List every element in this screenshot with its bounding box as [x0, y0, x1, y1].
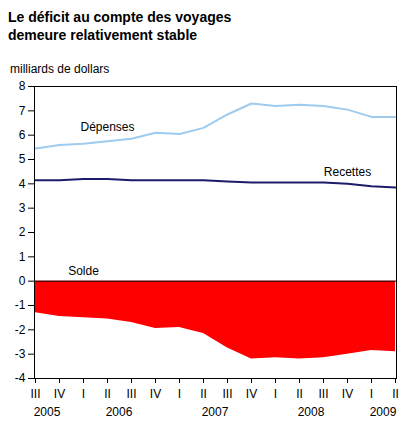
- html-text:milliards de dollars: milliards de dollars: [10, 62, 110, 76]
- svg-text:I: I: [370, 387, 373, 401]
- svg-text:Solde: Solde: [68, 264, 99, 278]
- svg-text:2: 2: [19, 225, 26, 239]
- svg-text:-3: -3: [15, 347, 26, 361]
- svg-text:IV: IV: [54, 387, 65, 401]
- svg-text:2006: 2006: [106, 405, 133, 419]
- svg-text:III: III: [126, 387, 136, 401]
- svg-text:2007: 2007: [202, 405, 229, 419]
- svg-text:-2: -2: [15, 323, 26, 337]
- svg-text:II: II: [296, 387, 303, 401]
- svg-text:7: 7: [19, 104, 26, 118]
- svg-text:8: 8: [19, 79, 26, 93]
- svg-text:0: 0: [19, 274, 26, 288]
- svg-text:6: 6: [19, 128, 26, 142]
- svg-text:IV: IV: [150, 387, 161, 401]
- svg-text:II: II: [200, 387, 207, 401]
- svg-text:1: 1: [19, 250, 26, 264]
- svg-text:2009: 2009: [370, 405, 397, 419]
- svg-text:III: III: [30, 387, 40, 401]
- svg-text:IV: IV: [342, 387, 353, 401]
- svg-text:3: 3: [19, 201, 26, 215]
- svg-text:Recettes: Recettes: [324, 165, 371, 179]
- svg-text:III: III: [318, 387, 328, 401]
- svg-text:I: I: [178, 387, 181, 401]
- svg-text:-1: -1: [15, 298, 26, 312]
- svg-text:Dépenses: Dépenses: [80, 120, 134, 134]
- svg-text:IV: IV: [246, 387, 257, 401]
- html-text:Le déficit au compte des voyag: Le déficit au compte des voyages demeure…: [8, 9, 232, 43]
- svg-text:III: III: [222, 387, 232, 401]
- svg-text:5: 5: [19, 152, 26, 166]
- svg-text:-4: -4: [15, 371, 26, 385]
- svg-text:2008: 2008: [298, 405, 325, 419]
- svg-text:2005: 2005: [34, 405, 61, 419]
- svg-text:I: I: [82, 387, 85, 401]
- svg-text:4: 4: [19, 177, 26, 191]
- svg-text:I: I: [274, 387, 277, 401]
- svg-text:II: II: [392, 387, 399, 401]
- svg-text:II: II: [104, 387, 111, 401]
